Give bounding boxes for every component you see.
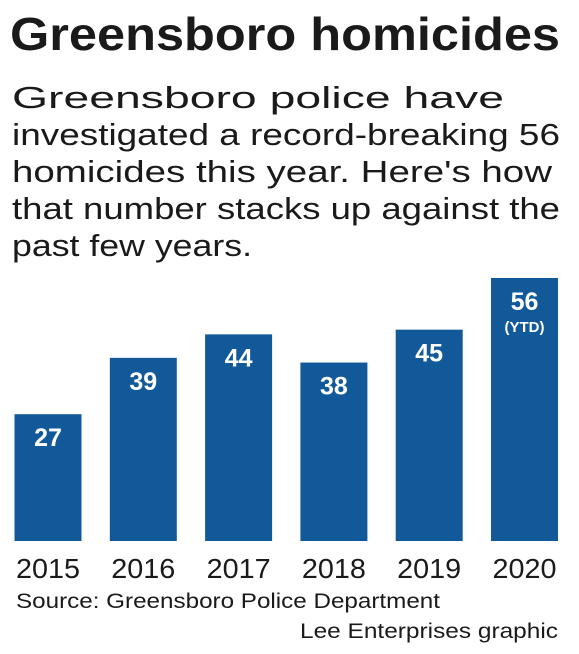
annotation: (YTD) [505, 319, 545, 336]
bar [14, 414, 82, 541]
chart-title: Greensboro homicides [10, 8, 560, 60]
bar [205, 334, 273, 541]
x-tick-label: 2018 [302, 553, 366, 584]
value-label: 39 [129, 368, 157, 396]
x-tick-label: 2015 [16, 553, 80, 584]
subtitle-line: Greensboro police have [12, 80, 504, 115]
source: Source: Greensboro Police Department [16, 590, 440, 613]
bar [395, 329, 463, 541]
value-label: 38 [320, 373, 348, 401]
x-tick-label: 2017 [207, 553, 271, 584]
x-tick-label: 2016 [111, 553, 175, 584]
subtitle-line: homicides this year. Here's how [12, 154, 553, 189]
credit: Lee Enterprises graphic [300, 620, 558, 643]
bar [491, 278, 558, 541]
subtitle-line: past few years. [12, 228, 252, 263]
value-label: 44 [225, 344, 253, 372]
subtitle-line: investigated a record-breaking 56 [12, 117, 560, 152]
x-tick-label: 2020 [493, 553, 557, 584]
subtitle-line: that number stacks up against the [12, 191, 560, 226]
value-label: 56 [511, 288, 539, 316]
bar [300, 362, 368, 541]
x-tick-label: 2019 [397, 553, 461, 584]
value-label: 27 [34, 424, 62, 452]
value-label: 45 [415, 340, 443, 368]
bar [109, 357, 177, 541]
